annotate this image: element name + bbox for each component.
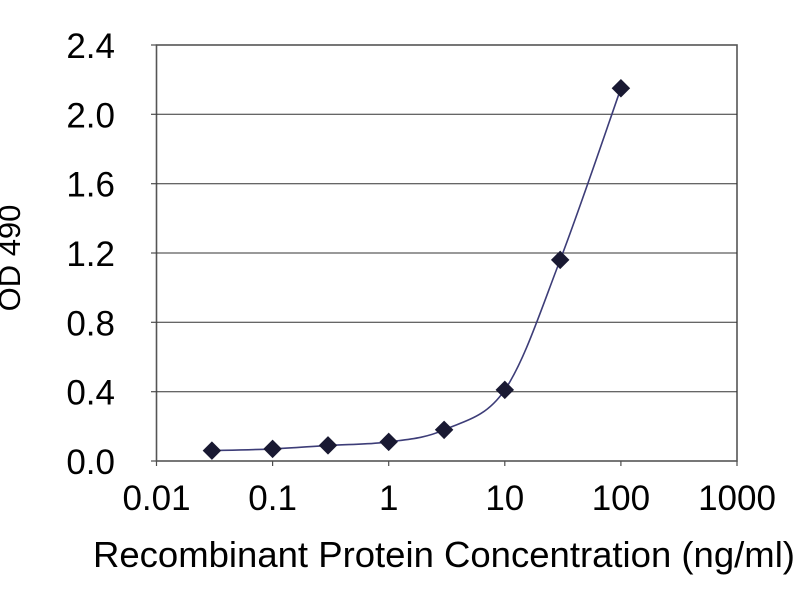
svg-text:0.1: 0.1: [248, 479, 297, 518]
svg-text:1.6: 1.6: [66, 166, 115, 205]
svg-text:0.01: 0.01: [122, 479, 190, 518]
svg-text:100: 100: [592, 479, 650, 518]
svg-text:1000: 1000: [698, 479, 776, 518]
svg-text:0.4: 0.4: [66, 374, 115, 413]
svg-text:0.0: 0.0: [66, 443, 115, 482]
svg-text:0.8: 0.8: [66, 304, 115, 343]
svg-text:OD 490: OD 490: [0, 205, 27, 312]
svg-text:Recombinant Protein Concentrat: Recombinant Protein Concentration (ng/ml…: [93, 534, 795, 575]
svg-text:1: 1: [379, 479, 398, 518]
svg-text:2.0: 2.0: [66, 96, 115, 135]
svg-text:2.4: 2.4: [66, 27, 115, 66]
svg-text:1.2: 1.2: [66, 235, 115, 274]
svg-text:10: 10: [485, 479, 524, 518]
